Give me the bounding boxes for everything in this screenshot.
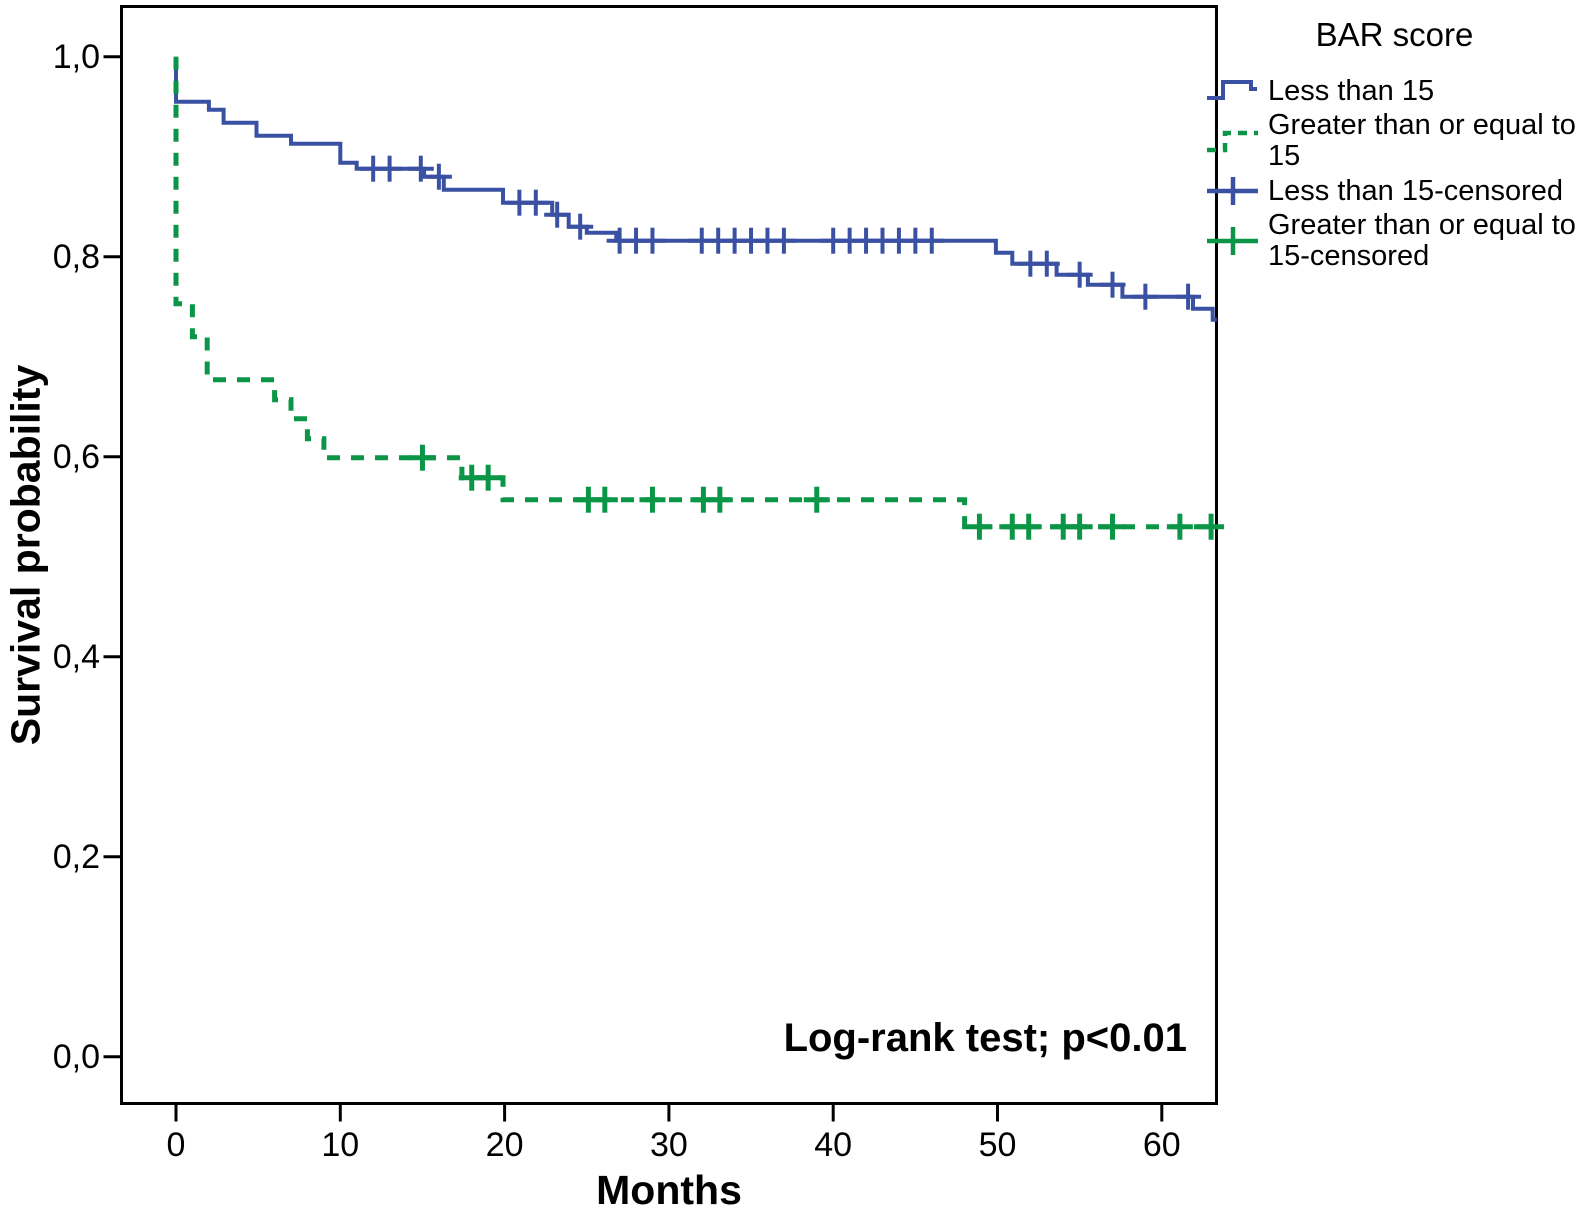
- x-tick-label: 60: [1142, 1126, 1181, 1164]
- legend-entry-greater-equal-15: Greater than or equal to 15: [1206, 110, 1583, 172]
- survival-curve: [174, 56, 1217, 322]
- x-tick-label: 0: [166, 1126, 186, 1164]
- x-tick-label: 30: [649, 1126, 688, 1164]
- y-tick-label: 0,4: [52, 637, 100, 676]
- step-line-dashed-icon: [1207, 130, 1258, 153]
- plus-marker-green-icon: [1207, 227, 1258, 255]
- y-tick-label: 0,8: [52, 237, 100, 276]
- legend-title: BAR score: [1315, 16, 1474, 53]
- y-tick-label: 0,6: [52, 437, 100, 476]
- x-tick-label: 40: [814, 1126, 853, 1164]
- plot-border: [120, 5, 1218, 1105]
- x-tick-label: 50: [978, 1126, 1017, 1164]
- legend-entry-less-than-15: Less than 15: [1206, 74, 1583, 108]
- legend-entry-label: Greater than or equal to 15-censored: [1268, 209, 1576, 272]
- x-axis-title: Months: [596, 1167, 742, 1213]
- survival-curve: [173, 56, 1217, 530]
- x-tick-label: 20: [485, 1126, 524, 1164]
- x-tick-label: 10: [321, 1126, 360, 1164]
- y-tick-label: 0,2: [52, 837, 100, 876]
- legend-entry-label: Less than 15-censored: [1268, 174, 1564, 207]
- y-axis-title: Survival probability: [2, 364, 49, 746]
- legend-entry-greater-equal-15-censored: Greater than or equal to 15-censored: [1206, 210, 1583, 272]
- legend-entry-label: Less than 15: [1268, 74, 1435, 107]
- y-tick-label: 1,0: [52, 37, 100, 76]
- legend: BAR score Less than 15 Greater than or e…: [1206, 16, 1583, 274]
- legend-entry-label: Greater than or equal to 15: [1268, 109, 1576, 172]
- plus-marker-blue-icon: [1207, 177, 1258, 205]
- y-tick-label: 0,0: [52, 1037, 100, 1076]
- logrank-annotation: Log-rank test; p<0.01: [783, 1016, 1187, 1060]
- legend-entry-less-than-15-censored: Less than 15-censored: [1206, 174, 1583, 208]
- step-line-solid-icon: [1207, 80, 1257, 100]
